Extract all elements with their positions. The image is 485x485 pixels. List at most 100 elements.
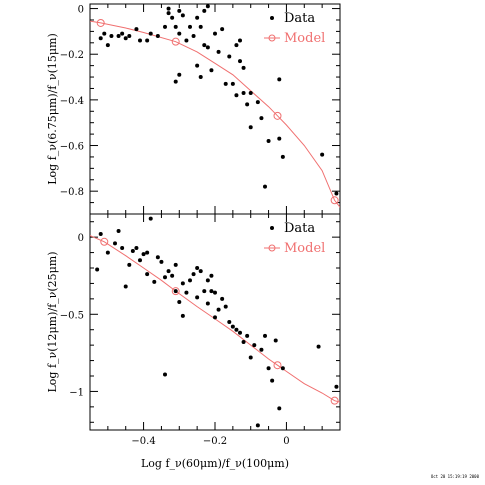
y-tick-label: 0 [78, 5, 84, 16]
data-point [241, 340, 246, 345]
data-point [230, 324, 235, 329]
model-curve [90, 235, 340, 403]
data-point [334, 191, 339, 196]
data-point [277, 221, 281, 225]
data-point [155, 33, 160, 38]
data-point [180, 313, 185, 318]
bottom-panel: 0 −0.5 −1 −0.4 −0.2 0 Log f_ν(12μm)/f_ν(25μm) D… [46, 213, 341, 447]
data-point [241, 65, 246, 70]
data-point [245, 102, 250, 107]
data-point [148, 216, 153, 221]
data-point [120, 31, 125, 36]
data-point [170, 15, 175, 20]
data-point [216, 49, 221, 54]
data-point [234, 43, 239, 48]
data-point [270, 378, 275, 383]
data-point [166, 11, 171, 16]
y-tick-label: −0.6 [60, 142, 84, 153]
data-point [173, 262, 178, 267]
data-point [138, 258, 142, 263]
data-point [202, 8, 207, 13]
data-point [145, 38, 150, 43]
data-point [188, 24, 192, 29]
data-point [263, 333, 267, 338]
model-marker [330, 396, 339, 405]
data-point [173, 24, 178, 29]
model-marker [330, 196, 339, 205]
data-point [120, 245, 125, 250]
data-point [238, 38, 242, 43]
model-marker [171, 37, 180, 46]
data-point [173, 79, 178, 84]
legend-data-marker [270, 16, 274, 20]
plot-area [90, 216, 340, 428]
data-point [263, 184, 267, 189]
data-point [184, 38, 189, 43]
data-point [105, 250, 110, 255]
data-point [163, 275, 167, 280]
data-point [170, 273, 175, 278]
data-point [95, 267, 100, 272]
data-point [213, 315, 217, 320]
model-marker [273, 361, 282, 370]
y-axis-title: Log f_ν(12μm)/f_ν(25μm) [46, 251, 59, 392]
data-point [234, 327, 239, 332]
data-point [202, 43, 207, 48]
data-point [259, 347, 264, 352]
data-point [116, 228, 121, 233]
data-point [180, 13, 185, 18]
data-point [130, 249, 135, 254]
data-point [209, 68, 214, 73]
data-point [109, 33, 114, 38]
data-point [277, 77, 282, 82]
data-point [198, 269, 203, 274]
data-point [98, 36, 103, 41]
data-point [195, 63, 200, 68]
data-point [241, 91, 246, 96]
data-point [98, 232, 103, 237]
data-point [255, 423, 260, 428]
data-point [177, 72, 182, 77]
y-tick-label: −0.2 [60, 50, 84, 61]
data-point [148, 31, 153, 36]
x-tick-label: 0 [283, 436, 289, 447]
data-point [177, 31, 182, 36]
data-point [248, 125, 253, 130]
model-marker [171, 287, 180, 296]
data-point [205, 278, 210, 283]
data-point [163, 372, 167, 377]
data-point [195, 295, 200, 300]
data-point [180, 281, 185, 286]
data-point [213, 31, 217, 36]
data-point [177, 8, 182, 13]
data-point [173, 289, 178, 294]
data-point [184, 290, 189, 295]
data-point [155, 255, 160, 260]
data-point [209, 289, 214, 294]
data-point [223, 81, 228, 86]
legend-data-label: Data [284, 221, 315, 236]
legend-model-label: Model [284, 241, 325, 256]
data-point [195, 15, 200, 20]
data-point [238, 330, 242, 335]
legend-data-marker [270, 226, 274, 230]
data-point [116, 33, 121, 38]
y-tick-label: −0.8 [60, 187, 84, 198]
data-point [105, 43, 110, 48]
data-point [205, 301, 210, 306]
data-point [191, 272, 196, 277]
data-point [127, 262, 132, 267]
legend-model-marker [268, 34, 276, 42]
data-point [123, 36, 128, 41]
y-tick-label: −0.5 [60, 310, 84, 321]
data-point [259, 116, 264, 121]
legend-data-label: Data [284, 11, 315, 26]
data-point [205, 45, 210, 50]
data-point [230, 81, 235, 86]
data-point [277, 406, 282, 411]
data-point [248, 355, 253, 360]
model-marker [273, 111, 282, 120]
data-point [123, 284, 128, 289]
data-point [152, 279, 157, 284]
